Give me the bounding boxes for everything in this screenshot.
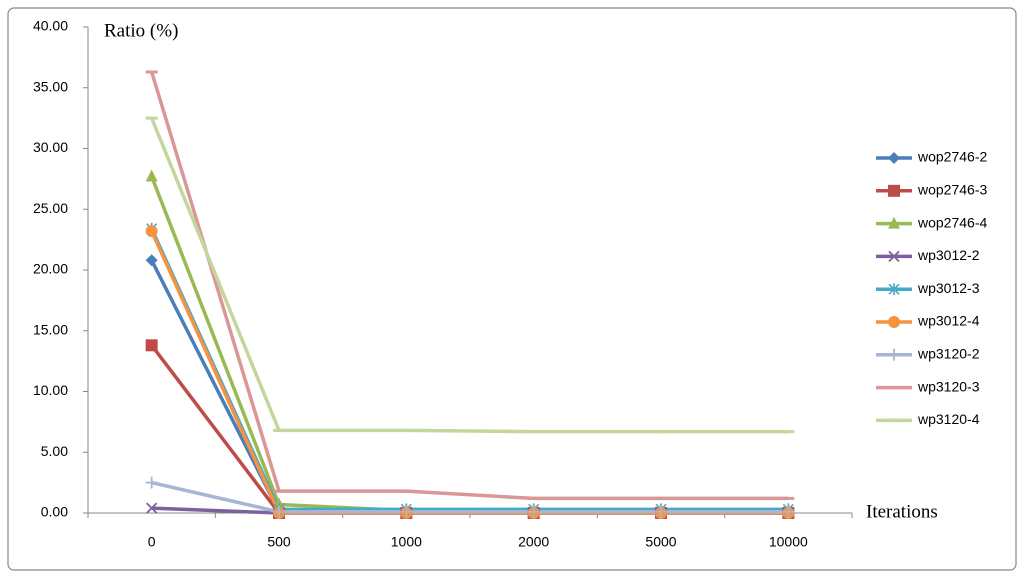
legend-marker: [888, 184, 900, 197]
marker: [655, 505, 667, 518]
x-tick-label: 500: [267, 534, 291, 550]
x-tick-label: 10000: [769, 534, 808, 550]
legend-label: wop2746-4: [917, 214, 987, 230]
marker: [146, 502, 158, 514]
x-axis-title: Iterations: [866, 501, 938, 522]
legend-marker: [888, 348, 900, 361]
legend-label: wop2746-3: [917, 182, 987, 198]
y-tick-label: 25.00: [33, 200, 68, 216]
y-axis-title: Ratio (%): [104, 20, 178, 41]
x-tick-label: 5000: [645, 534, 676, 550]
legend-label: wp3120-4: [917, 411, 980, 427]
series-line: [150, 117, 789, 434]
legend-label: wp3012-3: [917, 280, 980, 296]
y-tick-label: 35.00: [33, 78, 68, 94]
marker: [400, 505, 413, 518]
legend-marker: [888, 283, 900, 296]
series-line: [149, 71, 789, 501]
marker: [145, 169, 158, 182]
y-tick-label: 30.00: [33, 139, 68, 155]
x-tick-label: 2000: [518, 534, 549, 550]
marker: [145, 476, 158, 489]
series-line: [151, 480, 789, 514]
legend-label: wp3012-4: [917, 313, 980, 329]
marker: [527, 505, 540, 518]
marker: [782, 505, 795, 518]
y-tick-label: 40.00: [33, 18, 68, 34]
legend-label: wp3120-3: [917, 378, 980, 394]
y-tick-label: 0.00: [41, 504, 68, 520]
legend-marker: [888, 316, 900, 328]
y-tick-label: 20.00: [33, 261, 68, 277]
y-tick-label: 10.00: [33, 382, 68, 398]
legend-label: wp3120-2: [917, 346, 980, 362]
y-tick-label: 15.00: [33, 321, 68, 337]
legend-label: wp3012-2: [917, 247, 980, 263]
legend-label: wop2746-2: [917, 149, 987, 165]
legend-marker: [888, 216, 900, 229]
marker: [145, 225, 158, 238]
legend-marker: [888, 152, 900, 164]
marker: [145, 339, 158, 352]
x-tick-label: 0: [148, 534, 156, 550]
marker: [273, 505, 285, 518]
y-tick-label: 5.00: [41, 443, 68, 459]
marker: [145, 254, 158, 267]
legend-marker: [888, 250, 900, 263]
x-tick-label: 1000: [391, 534, 422, 550]
